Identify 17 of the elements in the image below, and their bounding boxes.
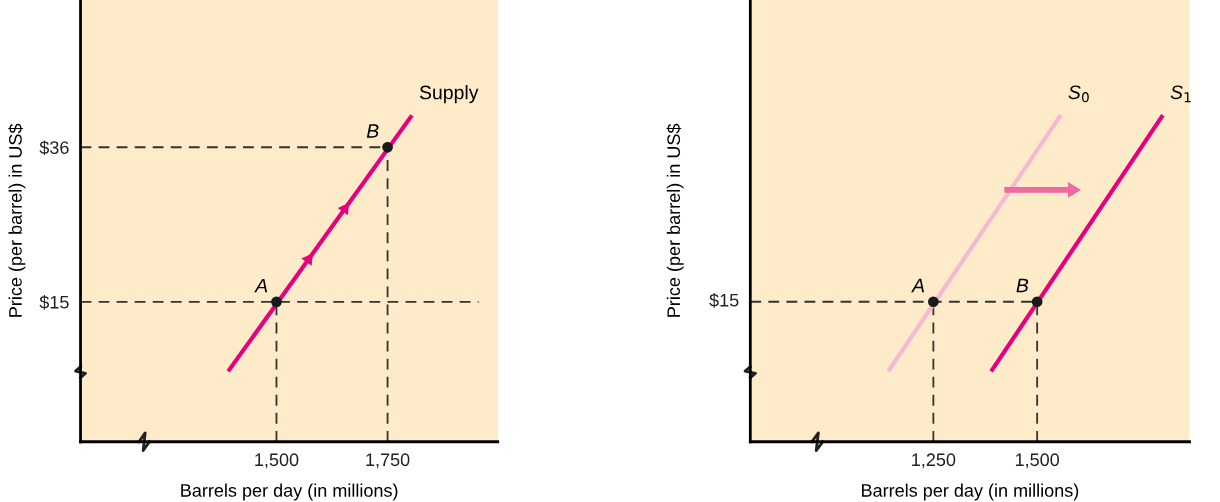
annotation: B xyxy=(1016,278,1029,293)
x-tick-label: 1,750 xyxy=(366,453,410,469)
x-tick-label: 1,500 xyxy=(255,453,299,469)
x-axis-title: Barrels per day (in millions) xyxy=(181,483,398,501)
annotation: Supply xyxy=(419,85,479,104)
annotation: $15 xyxy=(709,293,739,308)
x-axis-title: Barrels per day (in millions) xyxy=(862,483,1079,501)
x-tick-label: 1,500 xyxy=(1015,453,1060,469)
annotation: A xyxy=(254,278,268,293)
annotation: S$_{0}$ xyxy=(1068,85,1089,103)
y-axis-title: Price (per barrel) in US$ xyxy=(666,123,684,317)
y-axis-title: Price (per barrel) in US$ xyxy=(8,123,26,317)
y-tick-label: $36 xyxy=(39,140,69,156)
x-tick-label: 1,250 xyxy=(912,453,956,469)
annotation: A xyxy=(911,278,924,293)
annotation: S$_{1}$ xyxy=(1170,85,1191,103)
annotation: B xyxy=(366,124,379,138)
